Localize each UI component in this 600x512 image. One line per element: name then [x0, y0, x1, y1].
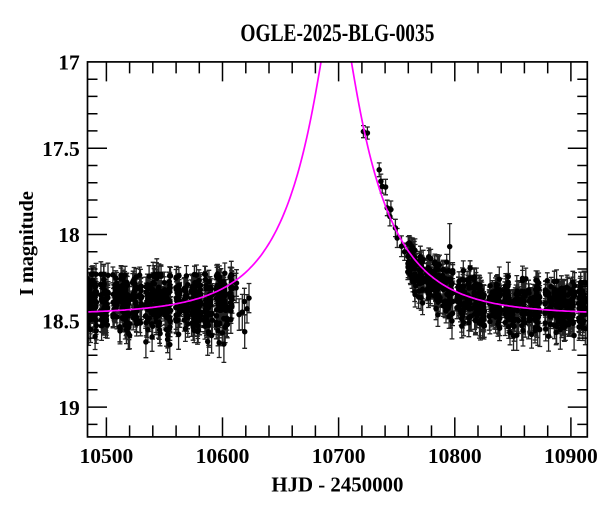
svg-text:19: 19 [58, 396, 80, 420]
svg-text:10900: 10900 [544, 444, 598, 468]
svg-text:OGLE-2025-BLG-0035: OGLE-2025-BLG-0035 [240, 18, 434, 47]
svg-text:17.5: 17.5 [42, 137, 80, 161]
svg-text:10500: 10500 [80, 444, 134, 468]
svg-text:I magnitude: I magnitude [16, 191, 38, 296]
svg-text:18: 18 [58, 223, 80, 247]
svg-text:10800: 10800 [428, 444, 482, 468]
svg-text:18.5: 18.5 [42, 310, 80, 334]
svg-text:10700: 10700 [312, 444, 366, 468]
svg-text:17: 17 [58, 51, 80, 75]
svg-text:10600: 10600 [196, 444, 250, 468]
svg-text:HJD - 2450000: HJD - 2450000 [271, 473, 403, 496]
